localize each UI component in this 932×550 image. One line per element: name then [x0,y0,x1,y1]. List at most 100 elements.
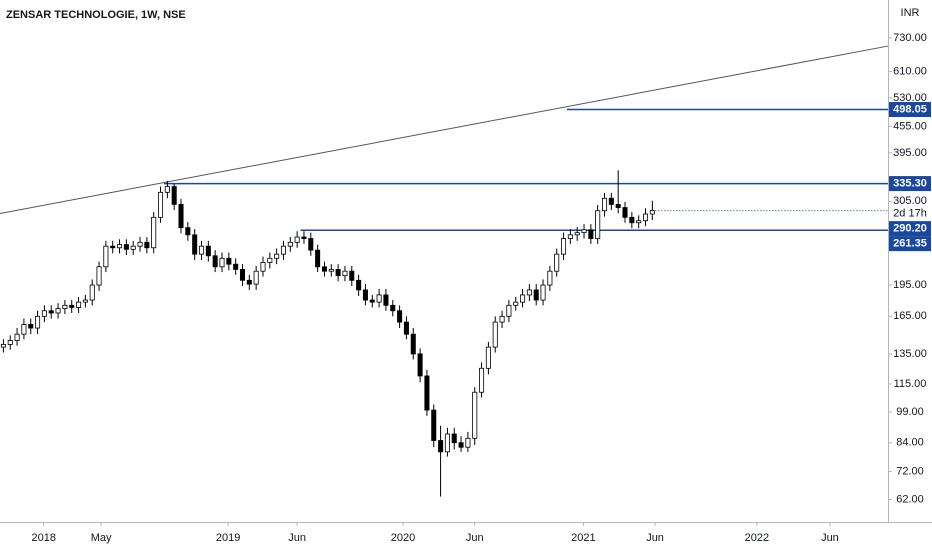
candle-body [499,315,505,323]
y-tick-label: 165.00 [893,310,927,322]
candle-body [533,289,539,301]
chart-title: ZENSAR TECHNOLOGIE, 1W, NSE [6,9,186,21]
candle-body [602,197,608,212]
candle-body [192,234,198,255]
candle-body [76,301,82,308]
candle-body [280,245,286,255]
candle-body [89,284,95,301]
candle-body [608,197,614,205]
candle-body [28,324,34,329]
candle-body [431,409,437,441]
x-tick-label: 2018 [31,532,55,544]
candle-body [492,321,498,348]
y-tick-label: 115.00 [894,378,927,390]
candle-body [595,210,601,239]
price-label-box [889,176,931,192]
y-tick-label: 72.00 [896,465,924,477]
candle-body [540,284,546,301]
price-label: 498.05 [893,103,927,115]
currency-label: INR [901,7,920,19]
candle-body [349,270,355,281]
y-tick-label: 730.00 [893,32,927,44]
candle-body [328,269,334,272]
candle-body [219,257,225,268]
price-label-box [889,102,931,118]
candle-body [642,213,649,222]
candle-body [267,257,273,263]
candle-body [554,253,560,272]
candle-body [164,186,170,193]
candle-body [636,220,642,224]
candle-body [48,310,54,314]
candle-body [294,236,300,243]
candle-body [369,299,375,303]
candle-body [82,299,88,303]
candle-body [403,321,409,335]
candle-body [287,241,293,247]
candle-body [451,433,457,444]
candle-body [103,245,109,268]
x-tick-label: Jun [288,532,306,544]
candle-body [397,310,403,323]
candle-body [506,304,512,317]
candle-body [315,249,321,268]
candle-body [383,294,389,306]
candle-body [561,238,567,255]
candle-body [171,186,177,205]
y-tick-label: 135.00 [893,348,927,360]
candle-body [321,266,327,272]
x-tick-label: 2019 [216,532,240,544]
y-tick-label: 62.00 [896,493,924,505]
candle-body [253,270,259,285]
candle-body [274,253,280,259]
candle-body [588,229,594,239]
candle-body [362,289,368,301]
candle-body [158,191,164,218]
candle-body [41,310,47,317]
candle-body [198,245,205,255]
x-tick-label: Jun [646,532,664,544]
candle-body [629,216,635,224]
candle-body [151,216,157,249]
candle-body [246,279,252,285]
price-label-box [889,221,931,237]
candle-body [465,437,471,448]
candle-body [226,257,232,265]
y-tick-label: 455.00 [893,120,927,132]
candle-body [96,266,102,286]
x-tick-label: 2021 [571,532,595,544]
candle-body [55,308,61,314]
candle-body [7,340,13,345]
x-tick-label: Jun [821,532,839,544]
price-label: 261.35 [893,238,927,250]
candle-body [526,289,532,296]
candle-body [233,263,239,270]
y-tick-label: 305.00 [893,195,927,207]
candle-body [356,279,362,291]
countdown: 2d 17h [893,208,927,220]
candle-body [212,255,218,268]
price-label-box [889,236,931,252]
y-tick-label: 84.00 [896,437,924,449]
candle-body [308,238,314,251]
y-tick-label: 99.00 [896,406,924,418]
candle-body [117,244,123,249]
candle-body [123,244,129,250]
y-tick-label: 395.00 [893,147,927,159]
candle-body [417,353,423,377]
candle-body [69,304,75,308]
candle-body [35,315,41,329]
x-tick-label: 2022 [745,532,769,544]
candle-body [444,433,450,453]
candle-body [472,391,478,439]
candle-body [62,304,68,309]
candle-body [649,210,655,215]
candle-body [438,440,444,453]
candle-body [615,204,621,208]
candle-body [410,333,416,355]
trendline [0,45,889,214]
candle-body [130,245,136,250]
